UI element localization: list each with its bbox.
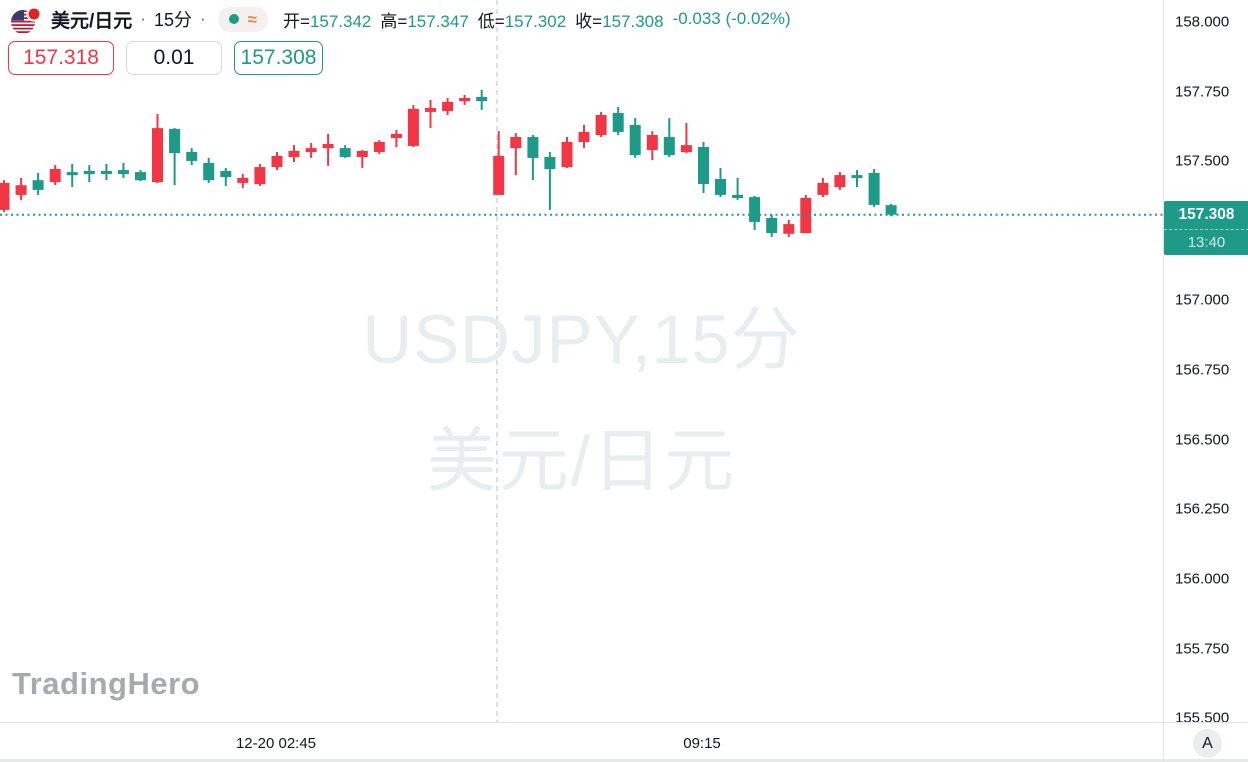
spread-value: 0.01 — [126, 41, 222, 75]
bar-countdown-label: 13:40 — [1164, 228, 1248, 255]
japan-flag-icon — [26, 6, 42, 22]
market-status-pill[interactable]: ≈ — [217, 6, 268, 32]
usdjpy-flag-icon — [11, 6, 42, 34]
ohlc-open: 开=157.342 — [283, 11, 372, 31]
legend-separator: · — [199, 9, 206, 28]
last-price-label: 157.308 — [1178, 205, 1235, 223]
symbol-legend-row[interactable]: 美元/日元 · 15分 · ≈ 开=157.342 高=157.347 低=15… — [8, 5, 791, 34]
ohlc-close: 收=157.308 — [575, 11, 664, 31]
axis-corner-divider — [1163, 723, 1164, 762]
price-chart-pane[interactable]: USDJPY,15分 美元/日元 TradingHero — [0, 0, 1163, 722]
price-tick-label: 156.500 — [1175, 431, 1230, 449]
interval-label[interactable]: 15分 — [153, 10, 192, 30]
auto-scale-button[interactable]: A — [1193, 729, 1222, 758]
price-tick-label: 156.000 — [1175, 570, 1230, 588]
time-tick-label: 12-20 02:45 — [235, 735, 317, 752]
price-tick-label: 157.750 — [1175, 83, 1230, 101]
delayed-data-icon: ≈ — [247, 9, 257, 29]
price-tick-label: 156.750 — [1175, 361, 1230, 379]
quote-row: 157.318 0.01 157.308 — [8, 41, 791, 75]
time-tick-label: 09:15 — [683, 735, 721, 752]
sell-bid-button[interactable]: 157.318 — [8, 41, 114, 75]
price-tick-label: 157.000 — [1175, 291, 1230, 309]
candlestick-canvas — [0, 0, 1163, 722]
last-price-badge: 157.308 13:40 — [1164, 200, 1248, 255]
price-change: -0.033 (-0.02%) — [672, 9, 791, 28]
ohlc-readout: 开=157.342 高=157.347 低=157.302 收=157.308 … — [283, 7, 791, 32]
time-axis[interactable]: A 12-20 02:45 09:15 — [0, 722, 1248, 762]
chart-legend: 美元/日元 · 15分 · ≈ 开=157.342 高=157.347 低=15… — [8, 5, 791, 75]
symbol-title[interactable]: 美元/日元 — [51, 10, 133, 32]
price-tick-label: 158.000 — [1175, 13, 1230, 31]
legend-separator: · — [140, 9, 146, 28]
ohlc-high: 高=157.347 — [380, 11, 469, 31]
us-flag-icon — [11, 10, 35, 34]
market-status-dot-icon — [228, 14, 239, 24]
price-tick-label: 156.250 — [1175, 500, 1230, 518]
price-axis[interactable]: 157.308 13:40 158.000 157.750 157.500 157.0… — [1163, 0, 1248, 727]
price-tick-label: 157.500 — [1175, 152, 1230, 170]
ohlc-low: 低=157.302 — [477, 11, 567, 31]
buy-ask-button[interactable]: 157.308 — [234, 41, 323, 75]
tradinghero-logo: TradingHero — [12, 666, 201, 701]
price-tick-label: 155.750 — [1175, 640, 1230, 657]
